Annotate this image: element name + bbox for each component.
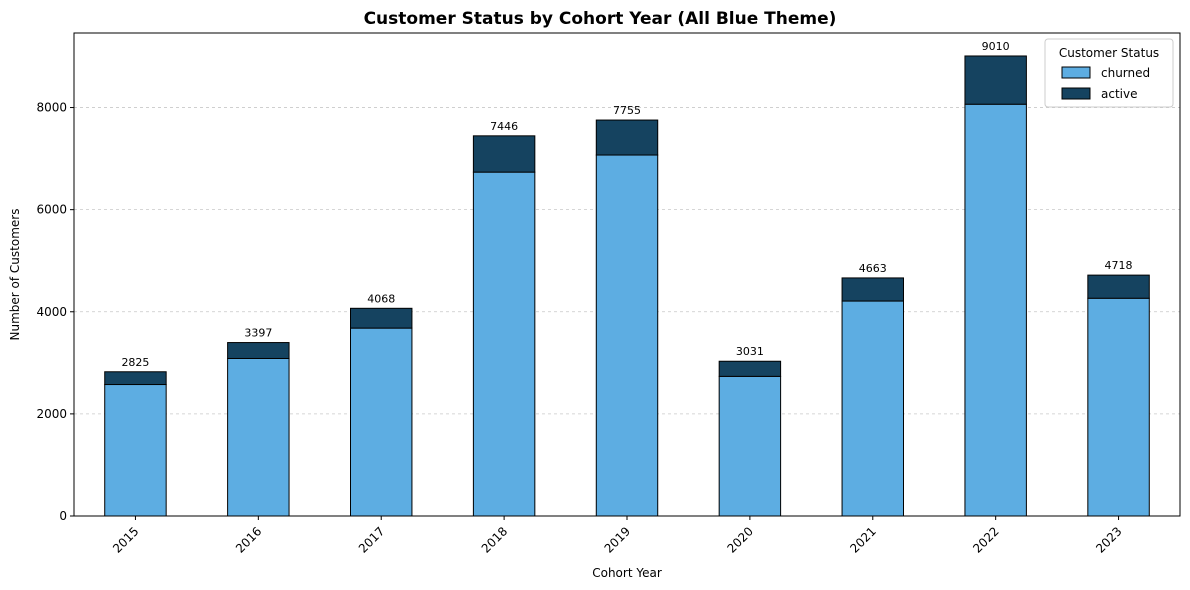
legend-label-churned: churned (1101, 66, 1150, 80)
total-label-2022: 9010 (982, 40, 1010, 53)
y-axis: 0 2000 4000 6000 8000 (36, 101, 74, 523)
bar-churned-2021 (841, 300, 904, 517)
bars (104, 55, 1150, 517)
x-tick-label-2021: 2021 (847, 524, 878, 555)
x-tick-label-2019: 2019 (602, 524, 633, 555)
bar-active-2019 (595, 119, 659, 156)
x-tick-label-2018: 2018 (479, 524, 510, 555)
x-tick-label-2016: 2016 (233, 524, 264, 555)
legend-title: Customer Status (1059, 46, 1159, 60)
bar-churned-2019 (595, 154, 659, 517)
bar-active-2020 (718, 360, 782, 377)
x-tick-label-2020: 2020 (725, 524, 756, 555)
bar-churned-2023 (1087, 297, 1150, 517)
total-label-2017: 4068 (367, 292, 395, 305)
bar-active-2022 (964, 55, 1027, 105)
total-label-2016: 3397 (244, 327, 272, 340)
bar-churned-2022 (964, 103, 1027, 517)
legend: Customer Status churned active (1044, 38, 1174, 108)
x-tick-label-2015: 2015 (110, 524, 141, 555)
bar-active-2017 (350, 307, 413, 329)
data-labels: 2825 3397 4068 7446 7755 3031 4663 9010 4718 (121, 40, 1132, 369)
total-label-2018: 7446 (490, 120, 518, 133)
y-axis-label: Number of Customers (8, 209, 22, 341)
bar-active-2016 (227, 342, 290, 359)
x-tick-label-2017: 2017 (356, 524, 387, 555)
bar-active-2023 (1087, 274, 1150, 299)
total-label-2015: 2825 (121, 356, 149, 369)
bar-active-2015 (104, 371, 167, 386)
y-tick-label: 8000 (36, 101, 67, 115)
bar-churned-2015 (104, 384, 167, 517)
x-axis-label: Cohort Year (592, 566, 662, 580)
y-tick-label: 4000 (36, 305, 67, 319)
y-tick-label: 0 (59, 509, 67, 523)
y-tick-label: 6000 (36, 203, 67, 217)
bar-churned-2018 (472, 171, 536, 517)
y-tick-label: 2000 (36, 407, 67, 421)
x-tick-label-2023: 2023 (1093, 524, 1124, 555)
bar-active-2018 (472, 135, 536, 173)
x-tick-label-2022: 2022 (970, 524, 1001, 555)
total-label-2019: 7755 (613, 104, 641, 117)
x-axis: 2015 2016 2017 2018 2019 2020 2021 2022 2023 (110, 516, 1125, 556)
bar-churned-2016 (227, 357, 290, 517)
total-label-2020: 3031 (736, 345, 764, 358)
total-label-2021: 4663 (859, 262, 887, 275)
chart-title: Customer Status by Cohort Year (All Blue… (364, 9, 837, 29)
legend-swatch-churned (1061, 66, 1091, 79)
bar-churned-2017 (350, 327, 413, 517)
total-label-2023: 4718 (1105, 259, 1133, 272)
legend-label-active: active (1101, 87, 1137, 101)
bar-churned-2020 (718, 375, 782, 517)
bar-active-2021 (841, 277, 904, 302)
legend-swatch-active (1061, 87, 1091, 100)
